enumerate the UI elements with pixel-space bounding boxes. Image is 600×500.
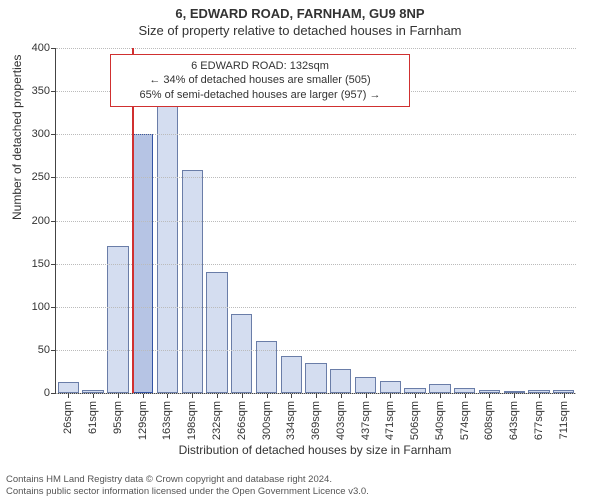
- y-tick-label: 400: [32, 42, 50, 54]
- x-tick-label: 677sqm: [533, 401, 545, 440]
- chart-title-main: 6, EDWARD ROAD, FARNHAM, GU9 8NP: [0, 0, 600, 21]
- bar: [380, 381, 401, 393]
- y-tick-mark: [51, 393, 56, 394]
- y-tick-mark: [51, 350, 56, 351]
- bar: [281, 356, 302, 393]
- y-tick-mark: [51, 264, 56, 265]
- x-tick-label: 300sqm: [261, 401, 273, 440]
- y-tick-label: 0: [44, 387, 50, 399]
- x-tick-label: 266sqm: [236, 401, 248, 440]
- y-tick-mark: [51, 177, 56, 178]
- bar: [429, 384, 450, 393]
- x-tick-label: 608sqm: [483, 401, 495, 440]
- chart-title-sub: Size of property relative to detached ho…: [0, 21, 600, 38]
- x-tick-label: 471sqm: [384, 401, 396, 440]
- y-tick-label: 100: [32, 301, 50, 313]
- bar: [355, 377, 376, 393]
- y-tick-mark: [51, 307, 56, 308]
- x-tick-label: 540sqm: [434, 401, 446, 440]
- grid-line: [56, 393, 576, 394]
- x-tick-label: 643sqm: [508, 401, 520, 440]
- bar: [305, 363, 326, 393]
- bar: [182, 170, 203, 393]
- x-tick-label: 369sqm: [310, 401, 322, 440]
- y-tick-mark: [51, 134, 56, 135]
- annotation-box: 6 EDWARD ROAD: 132sqm ← 34% of detached …: [110, 54, 410, 107]
- y-tick-mark: [51, 48, 56, 49]
- footer: Contains HM Land Registry data © Crown c…: [6, 474, 594, 498]
- x-tick-label: 403sqm: [335, 401, 347, 440]
- y-tick-label: 50: [38, 344, 50, 356]
- annotation-line-2: ← 34% of detached houses are smaller (50…: [119, 73, 401, 87]
- chart-container: 6, EDWARD ROAD, FARNHAM, GU9 8NP Size of…: [0, 0, 600, 500]
- x-tick-label: 26sqm: [62, 401, 74, 434]
- bar: [330, 369, 351, 393]
- bar: [107, 246, 128, 393]
- y-tick-mark: [51, 221, 56, 222]
- y-axis-title: Number of detached properties: [10, 55, 24, 220]
- x-tick-label: 198sqm: [186, 401, 198, 440]
- bar: [58, 382, 79, 393]
- footer-line-2: Contains public sector information licen…: [6, 486, 594, 498]
- x-tick-label: 711sqm: [558, 401, 570, 439]
- x-tick-label: 334sqm: [285, 401, 297, 440]
- y-tick-label: 350: [32, 85, 50, 97]
- x-tick-label: 95sqm: [112, 401, 124, 434]
- annotation-line-1: 6 EDWARD ROAD: 132sqm: [119, 59, 401, 73]
- y-tick-mark: [51, 91, 56, 92]
- x-tick-label: 232sqm: [211, 401, 223, 440]
- bar: [231, 314, 252, 393]
- x-tick-label: 163sqm: [161, 401, 173, 440]
- y-tick-label: 300: [32, 128, 50, 140]
- footer-line-1: Contains HM Land Registry data © Crown c…: [6, 474, 594, 486]
- y-tick-label: 150: [32, 258, 50, 270]
- x-tick-label: 61sqm: [87, 401, 99, 434]
- bar: [206, 272, 227, 393]
- x-tick-label: 506sqm: [409, 401, 421, 440]
- y-tick-label: 250: [32, 171, 50, 183]
- x-tick-label: 129sqm: [137, 401, 149, 440]
- x-tick-label: 574sqm: [459, 401, 471, 440]
- x-tick-label: 437sqm: [360, 401, 372, 440]
- y-tick-label: 200: [32, 215, 50, 227]
- x-axis-title: Distribution of detached houses by size …: [55, 443, 575, 457]
- annotation-line-3: 65% of semi-detached houses are larger (…: [119, 88, 401, 102]
